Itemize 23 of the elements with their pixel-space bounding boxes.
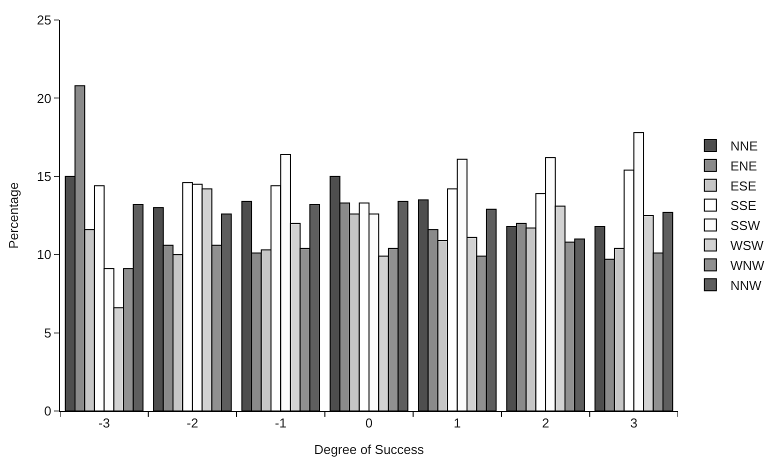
x-tick-label: -2 bbox=[186, 416, 198, 431]
x-tick-label: -1 bbox=[274, 416, 286, 431]
legend-label: ESE bbox=[730, 178, 757, 194]
legend-label: SSW bbox=[730, 218, 761, 234]
legend-label: ENE bbox=[730, 158, 758, 174]
x-tick-label: 2 bbox=[542, 416, 550, 431]
x-tick-label: -3 bbox=[98, 416, 110, 431]
legend-label: WSW bbox=[730, 238, 764, 254]
y-tick-label: 20 bbox=[36, 90, 52, 106]
y-tick-label: 15 bbox=[36, 168, 52, 184]
y-tick-label: 25 bbox=[36, 12, 52, 28]
y-tick-label: 5 bbox=[44, 325, 52, 340]
legend-label: SSE bbox=[730, 198, 757, 214]
legend-label: NNE bbox=[730, 138, 758, 154]
y-tick-label: 10 bbox=[36, 247, 52, 262]
x-tick-label: 0 bbox=[365, 416, 373, 431]
x-tick-label: 1 bbox=[454, 416, 461, 431]
legend-label: NNW bbox=[730, 278, 762, 293]
y-tick-label: 0 bbox=[44, 404, 52, 419]
legend-label: WNW bbox=[730, 258, 766, 273]
x-axis-title: Degree of Success bbox=[314, 442, 424, 458]
x-tick-label: 3 bbox=[630, 416, 638, 431]
y-axis-title: Percentage bbox=[6, 182, 21, 249]
